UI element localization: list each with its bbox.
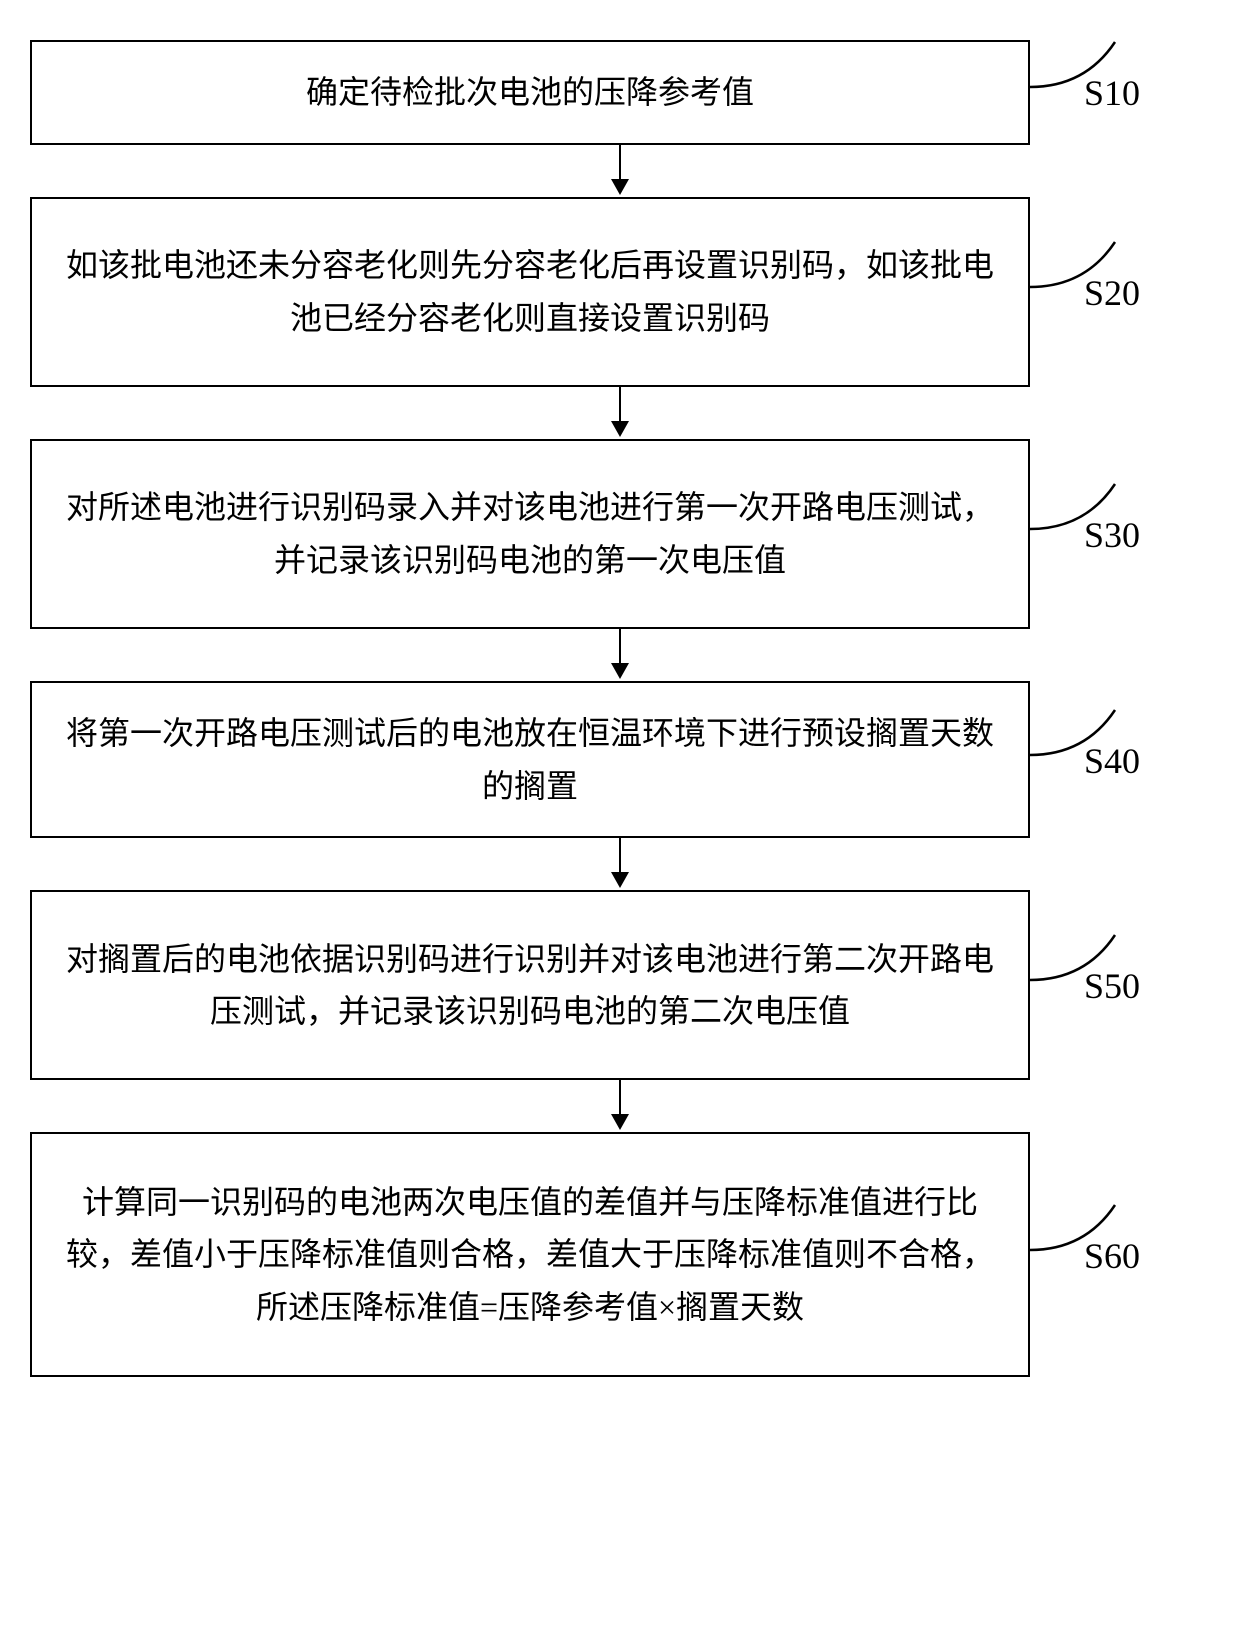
step-box-s10: 确定待检批次电池的压降参考值 — [30, 40, 1030, 145]
step-box-s30: 对所述电池进行识别码录入并对该电池进行第一次开路电压测试，并记录该识别码电池的第… — [30, 439, 1030, 629]
arrow-down-icon — [120, 629, 1120, 681]
arrow-head — [611, 421, 629, 437]
arrow-head — [611, 663, 629, 679]
step-text: 如该批电池还未分容老化则先分容老化后再设置识别码，如该批电池已经分容老化则直接设… — [62, 239, 998, 345]
step-text: 确定待检批次电池的压降参考值 — [62, 66, 998, 119]
step-box-s60: 计算同一识别码的电池两次电压值的差值并与压降标准值进行比较，差值小于压降标准值则… — [30, 1132, 1030, 1377]
arrow-down-icon — [120, 145, 1120, 197]
step-box-s20: 如该批电池还未分容老化则先分容老化后再设置识别码，如该批电池已经分容老化则直接设… — [30, 197, 1030, 387]
connector-curve: S40 — [1030, 730, 1130, 790]
step-label: S50 — [1084, 965, 1140, 1007]
step-text: 计算同一识别码的电池两次电压值的差值并与压降标准值进行比较，差值小于压降标准值则… — [62, 1176, 998, 1334]
step-label: S60 — [1084, 1235, 1140, 1277]
step-box-s50: 对搁置后的电池依据识别码进行识别并对该电池进行第二次开路电压测试，并记录该识别码… — [30, 890, 1030, 1080]
arrow-head — [611, 872, 629, 888]
connector-curve: S50 — [1030, 955, 1130, 1015]
step-label: S20 — [1084, 272, 1140, 314]
arrow-down-icon — [120, 387, 1120, 439]
connector-curve: S10 — [1030, 62, 1130, 122]
step-row: 将第一次开路电压测试后的电池放在恒温环境下进行预设搁置天数的搁置 S40 — [30, 681, 1210, 839]
step-label: S40 — [1084, 740, 1140, 782]
arrow-head — [611, 1114, 629, 1130]
step-text: 将第一次开路电压测试后的电池放在恒温环境下进行预设搁置天数的搁置 — [62, 707, 998, 813]
step-text: 对搁置后的电池依据识别码进行识别并对该电池进行第二次开路电压测试，并记录该识别码… — [62, 933, 998, 1039]
step-row: 对所述电池进行识别码录入并对该电池进行第一次开路电压测试，并记录该识别码电池的第… — [30, 439, 1210, 629]
step-text: 对所述电池进行识别码录入并对该电池进行第一次开路电压测试，并记录该识别码电池的第… — [62, 481, 998, 587]
arrow-down-icon — [120, 1080, 1120, 1132]
arrow-head — [611, 179, 629, 195]
step-box-s40: 将第一次开路电压测试后的电池放在恒温环境下进行预设搁置天数的搁置 — [30, 681, 1030, 839]
step-row: 对搁置后的电池依据识别码进行识别并对该电池进行第二次开路电压测试，并记录该识别码… — [30, 890, 1210, 1080]
step-row: 确定待检批次电池的压降参考值 S10 — [30, 40, 1210, 145]
arrow-down-icon — [120, 838, 1120, 890]
step-label: S10 — [1084, 72, 1140, 114]
connector-curve: S20 — [1030, 262, 1130, 322]
step-row: 计算同一识别码的电池两次电压值的差值并与压降标准值进行比较，差值小于压降标准值则… — [30, 1132, 1210, 1377]
connector-curve: S60 — [1030, 1225, 1130, 1285]
connector-curve: S30 — [1030, 504, 1130, 564]
step-label: S30 — [1084, 514, 1140, 556]
step-row: 如该批电池还未分容老化则先分容老化后再设置识别码，如该批电池已经分容老化则直接设… — [30, 197, 1210, 387]
flowchart-container: 确定待检批次电池的压降参考值 S10 如该批电池还未分容老化则先分容老化后再设置识别… — [30, 40, 1210, 1377]
